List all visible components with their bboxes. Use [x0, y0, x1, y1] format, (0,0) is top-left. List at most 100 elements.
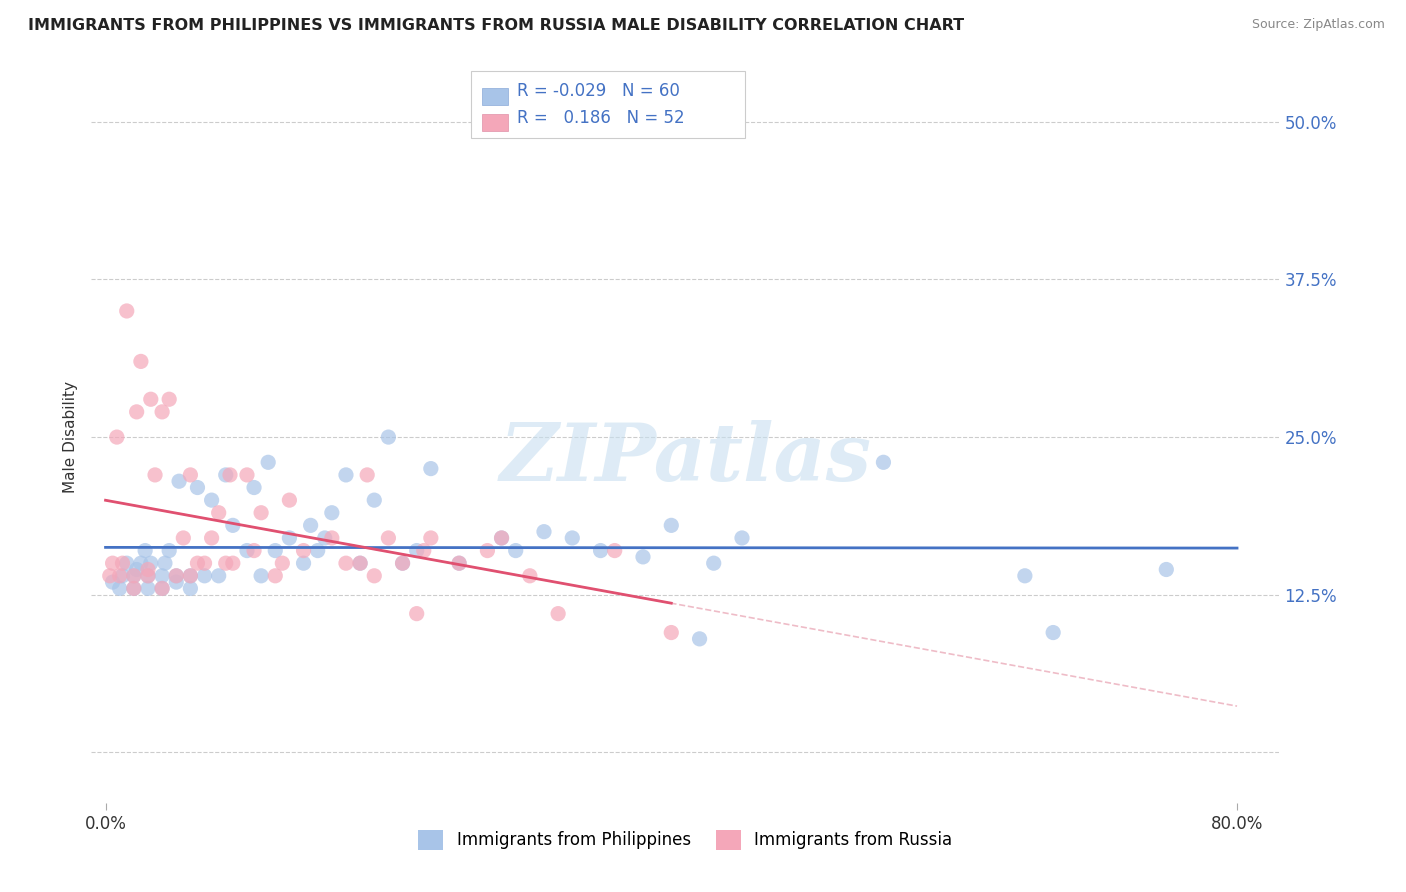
Text: Source: ZipAtlas.com: Source: ZipAtlas.com [1251, 18, 1385, 31]
Point [201, 493, 224, 508]
Text: R = -0.029   N = 60: R = -0.029 N = 60 [517, 82, 681, 100]
Point [122, 582, 145, 596]
Point [405, 543, 427, 558]
Point [165, 569, 187, 583]
Point [179, 582, 201, 596]
Point [271, 556, 294, 570]
Point [321, 531, 343, 545]
Point [219, 467, 242, 482]
Text: IMMIGRANTS FROM PHILIPPINES VS IMMIGRANTS FROM RUSSIA MALE DISABILITY CORRELATIO: IMMIGRANTS FROM PHILIPPINES VS IMMIGRANT… [28, 18, 965, 33]
Point [101, 556, 124, 570]
Point [299, 518, 322, 533]
Point [139, 392, 162, 407]
Point [139, 556, 162, 570]
Point [136, 562, 159, 576]
Point [172, 531, 194, 545]
Point [134, 543, 156, 558]
Y-axis label: Male Disability: Male Disability [62, 381, 77, 493]
Point [363, 493, 385, 508]
Point [377, 430, 399, 444]
Point [111, 556, 134, 570]
Point [125, 562, 148, 576]
Point [165, 575, 187, 590]
Point [412, 543, 434, 558]
Point [165, 569, 187, 583]
Point [292, 556, 315, 570]
Point [167, 474, 190, 488]
Point [703, 556, 725, 570]
Point [731, 531, 754, 545]
Point [631, 549, 654, 564]
Point [335, 467, 357, 482]
Point [105, 430, 128, 444]
Point [419, 461, 441, 475]
Point [215, 556, 238, 570]
Point [243, 543, 266, 558]
Point [292, 543, 315, 558]
Point [208, 569, 231, 583]
Point [153, 556, 176, 570]
Point [143, 467, 166, 482]
Point [122, 569, 145, 583]
Point [222, 556, 245, 570]
Point [122, 582, 145, 596]
Point [101, 575, 124, 590]
Point [208, 506, 231, 520]
Point [321, 506, 343, 520]
Point [491, 531, 513, 545]
Point [278, 493, 301, 508]
Point [150, 582, 173, 596]
Point [98, 569, 121, 583]
Text: ZIPatlas: ZIPatlas [499, 420, 872, 498]
Text: R =   0.186   N = 52: R = 0.186 N = 52 [517, 110, 685, 128]
Point [449, 556, 471, 570]
Legend: Immigrants from Philippines, Immigrants from Russia: Immigrants from Philippines, Immigrants … [412, 823, 959, 856]
Point [872, 455, 894, 469]
Point [561, 531, 583, 545]
Point [391, 556, 413, 570]
Point [659, 518, 682, 533]
Point [264, 543, 287, 558]
Point [491, 531, 513, 545]
Point [335, 556, 357, 570]
Point [257, 455, 280, 469]
Point [449, 556, 471, 570]
Point [125, 405, 148, 419]
Point [186, 556, 208, 570]
Point [505, 543, 527, 558]
Point [193, 569, 215, 583]
Point [115, 556, 138, 570]
Point [391, 556, 413, 570]
Point [250, 569, 273, 583]
Point [349, 556, 371, 570]
Point [264, 569, 287, 583]
Point [589, 543, 612, 558]
Point [136, 569, 159, 583]
Point [157, 392, 180, 407]
Point [129, 556, 152, 570]
Point [243, 481, 266, 495]
Point [150, 569, 173, 583]
Point [150, 405, 173, 419]
Point [111, 569, 134, 583]
Point [377, 531, 399, 545]
Point [215, 467, 238, 482]
Point [150, 582, 173, 596]
Point [179, 569, 201, 583]
Point [193, 556, 215, 570]
Point [533, 524, 555, 539]
Point [689, 632, 711, 646]
Point [236, 467, 259, 482]
Point [186, 481, 208, 495]
Point [236, 543, 259, 558]
Point [122, 569, 145, 583]
Point [136, 569, 159, 583]
Point [1014, 569, 1036, 583]
Point [419, 531, 441, 545]
Point [108, 569, 131, 583]
Point [201, 531, 224, 545]
Point [603, 543, 626, 558]
Point [108, 582, 131, 596]
Point [363, 569, 385, 583]
Point [157, 543, 180, 558]
